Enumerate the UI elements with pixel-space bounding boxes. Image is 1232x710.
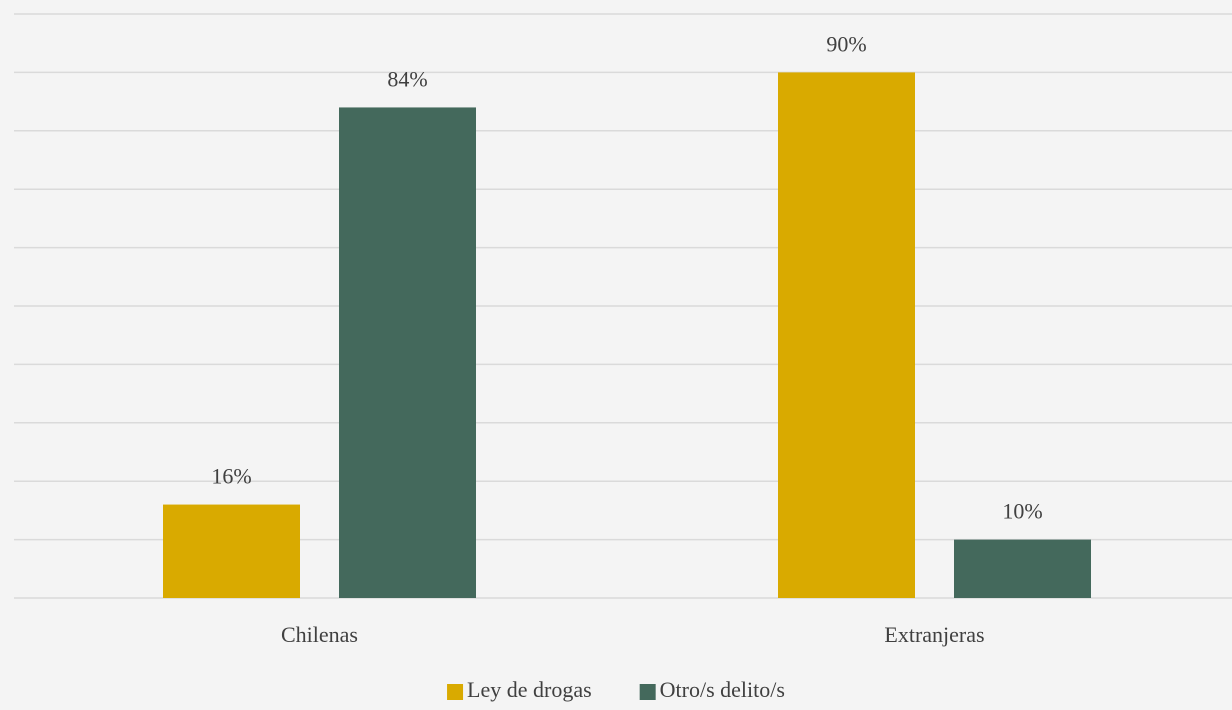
data-label: 84% — [387, 66, 427, 91]
data-label: 10% — [1002, 499, 1042, 524]
data-label: 16% — [211, 464, 251, 489]
legend-swatch — [639, 684, 656, 700]
bar — [954, 539, 1091, 598]
x-tick-label: Extranjeras — [884, 622, 984, 647]
bar — [778, 72, 915, 598]
data-label: 90% — [826, 31, 866, 56]
x-tick-label: Chilenas — [281, 622, 358, 647]
legend-label: Ley de drogas — [467, 677, 592, 702]
legend-swatch — [447, 684, 464, 700]
bar — [339, 107, 476, 598]
bar — [163, 504, 300, 598]
legend-label: Otro/s delito/s — [660, 677, 785, 702]
